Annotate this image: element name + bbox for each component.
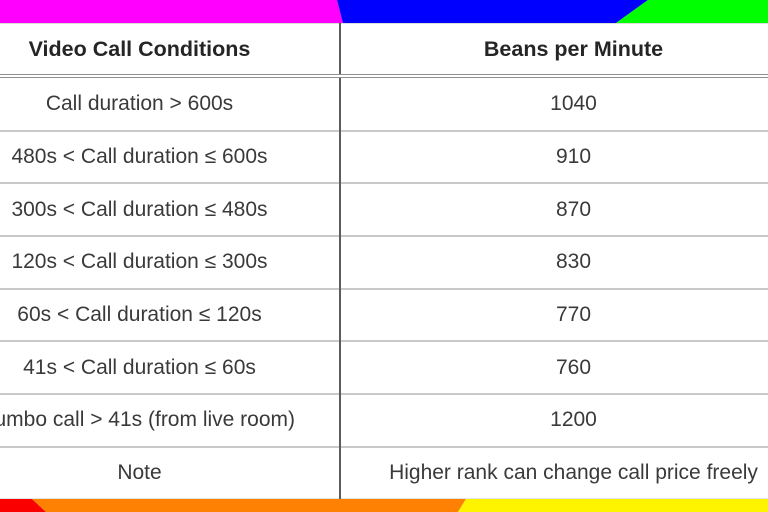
beans-cell: 910	[340, 129, 768, 184]
top-color-band	[0, 0, 768, 23]
beans-cell: 830	[340, 235, 768, 289]
beans-cell: 1200	[340, 393, 768, 447]
top-stripe-blue	[337, 0, 648, 23]
pricing-table-container: Video Call Conditions Beans per Minute C…	[0, 23, 768, 499]
beans-cell: 870	[340, 182, 768, 237]
table-row: 120s < Call duration ≤ 300s 830	[0, 235, 768, 289]
condition-cell: 41s < Call duration ≤ 60s	[0, 340, 341, 395]
table-row: 300s < Call duration ≤ 480s 870	[0, 182, 768, 237]
condition-cell: 300s < Call duration ≤ 480s	[0, 182, 341, 237]
bottom-color-band	[0, 499, 768, 512]
beans-cell: 770	[340, 287, 768, 342]
video-call-pricing-table: Video Call Conditions Beans per Minute C…	[0, 23, 768, 499]
table-row: 480s < Call duration ≤ 600s 910	[0, 129, 768, 184]
note-value-cell: Higher rank can change call price freely	[340, 445, 768, 499]
table-header-row: Video Call Conditions Beans per Minute	[0, 23, 768, 78]
table-row: 41s < Call duration ≤ 60s 760	[0, 340, 768, 395]
note-label-cell: Note	[0, 445, 341, 499]
bottom-stripe-orange	[32, 499, 466, 512]
bottom-stripe-red	[0, 499, 46, 512]
condition-cell: 120s < Call duration ≤ 300s	[0, 235, 341, 289]
beans-cell: 760	[340, 340, 768, 395]
condition-cell: 480s < Call duration ≤ 600s	[0, 129, 341, 184]
condition-cell: 60s < Call duration ≤ 120s	[0, 287, 341, 342]
table-row-note: Note Higher rank can change call price f…	[0, 445, 768, 499]
table-row: 60s < Call duration ≤ 120s 770	[0, 287, 768, 342]
table-row: Call duration > 600s 1040	[0, 76, 768, 131]
col-header-conditions: Video Call Conditions	[0, 23, 341, 78]
condition-cell: Call duration > 600s	[0, 76, 341, 131]
top-stripe-magenta	[0, 0, 343, 23]
col-header-beans: Beans per Minute	[340, 23, 768, 78]
bottom-stripe-yellow	[458, 499, 768, 512]
top-stripe-green	[616, 0, 768, 23]
table-row: Jumbo call > 41s (from live room) 1200	[0, 393, 768, 447]
condition-cell: Jumbo call > 41s (from live room)	[0, 393, 341, 447]
beans-cell: 1040	[550, 91, 597, 115]
